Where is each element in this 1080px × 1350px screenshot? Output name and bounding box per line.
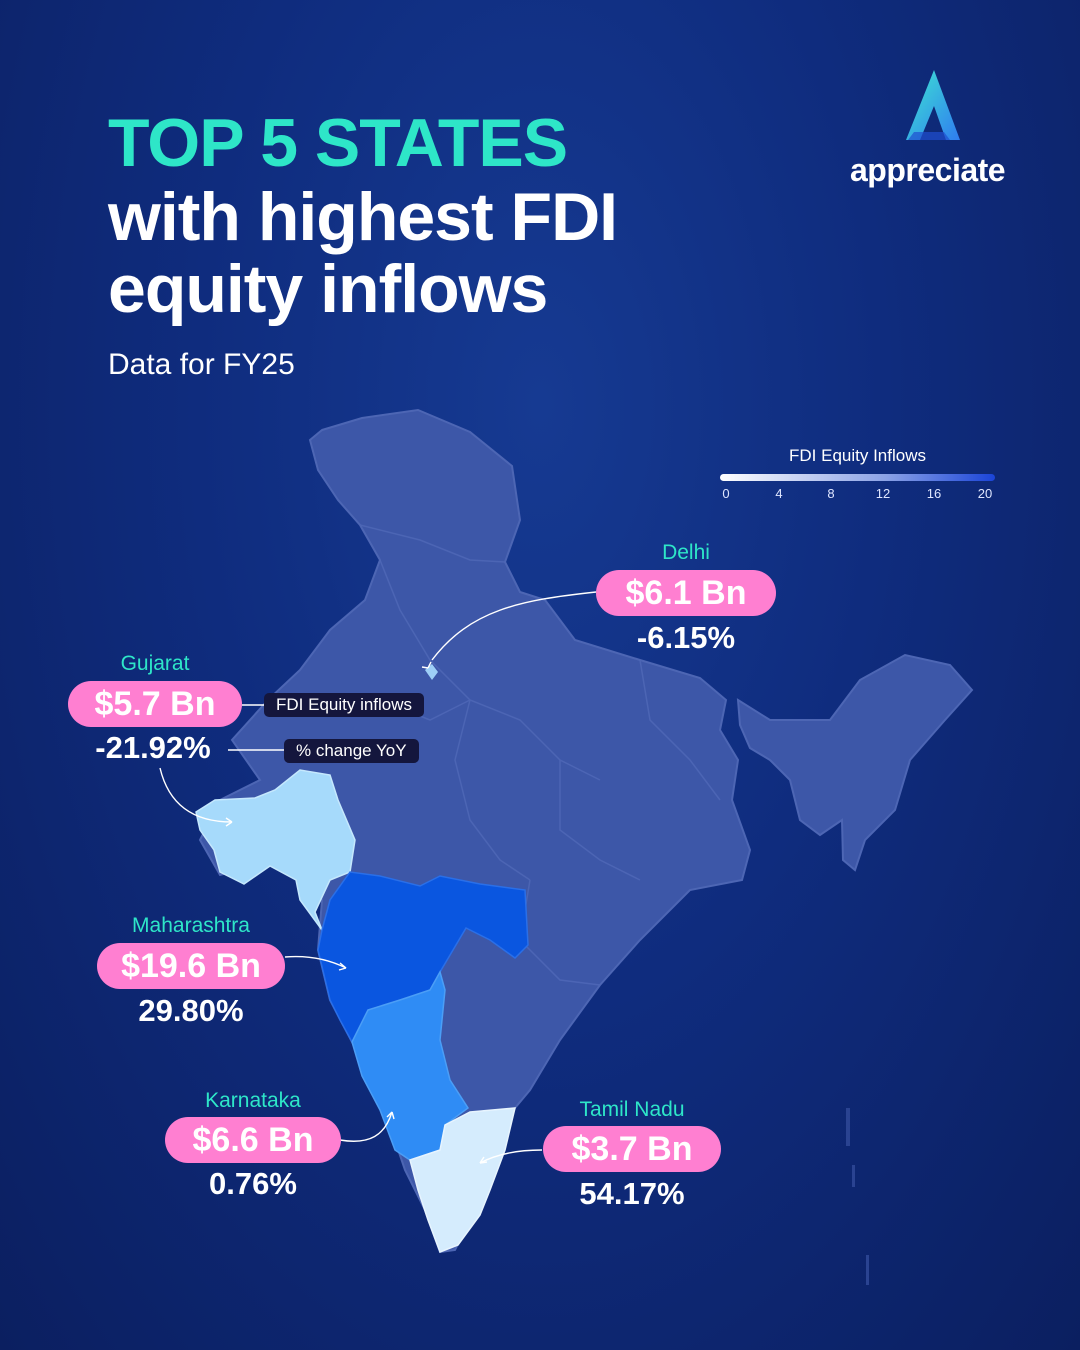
legend-tick: 8 — [827, 486, 835, 501]
yoy-change-gujarat: -21.92% — [95, 730, 211, 765]
yoy-change-karnataka: 0.76% — [209, 1166, 297, 1201]
brand-name: appreciate — [850, 152, 1006, 188]
northeast-region — [736, 653, 974, 872]
india-mainland — [198, 408, 752, 1254]
state-name-karnataka: Karnataka — [205, 1089, 301, 1112]
island-dots — [846, 1108, 869, 1285]
state-name-gujarat: Gujarat — [120, 652, 190, 675]
a-triangle-logo-icon — [906, 70, 960, 140]
fdi-pill-delhi: $6.1 Bn — [596, 570, 776, 616]
karnataka-region — [351, 970, 470, 1161]
legend-tick: 12 — [875, 486, 891, 501]
fdi-inflow-annotation: FDI Equity inflows — [264, 693, 425, 717]
legend-tick: 16 — [926, 486, 942, 501]
legend: FDI Equity Inflows 0 4 8 12 16 20 — [720, 446, 995, 504]
title-line-3: equity inflows — [108, 251, 548, 327]
yoy-change-annotation: % change YoY — [284, 739, 419, 763]
legend-tick: 0 — [722, 486, 730, 501]
title-line-1: TOP 5 STATES — [108, 105, 568, 181]
tamil-nadu-region — [409, 1107, 516, 1253]
fdi-pill-maharashtra: $19.6 Bn — [97, 943, 285, 989]
title-line-2: with highest FDI — [108, 179, 618, 255]
yoy-change-tamil-nadu: 54.17% — [579, 1176, 685, 1211]
legend-ticks: 0 4 8 12 16 20 — [720, 486, 995, 504]
legend-gradient-bar — [720, 474, 995, 481]
subtitle: Data for FY25 — [108, 348, 295, 381]
legend-tick: 4 — [775, 486, 783, 501]
state-name-maharashtra: Maharashtra — [132, 914, 250, 937]
state-borders — [359, 524, 721, 986]
fdi-pill-tamil-nadu: $3.7 Bn — [543, 1126, 721, 1172]
fdi-pill-karnataka: $6.6 Bn — [165, 1117, 341, 1163]
maharashtra-region — [317, 871, 529, 1044]
state-name-tamil-nadu: Tamil Nadu — [579, 1098, 685, 1121]
gujarat-region — [195, 769, 356, 931]
fdi-pill-gujarat: $5.7 Bn — [68, 681, 242, 727]
yoy-change-maharashtra: 29.80% — [138, 993, 244, 1028]
state-name-delhi: Delhi — [662, 541, 710, 564]
connector-lines — [159, 591, 597, 1164]
legend-tick: 20 — [977, 486, 993, 501]
yoy-change-delhi: -6.15% — [636, 620, 736, 655]
legend-title: FDI Equity Inflows — [789, 446, 926, 465]
